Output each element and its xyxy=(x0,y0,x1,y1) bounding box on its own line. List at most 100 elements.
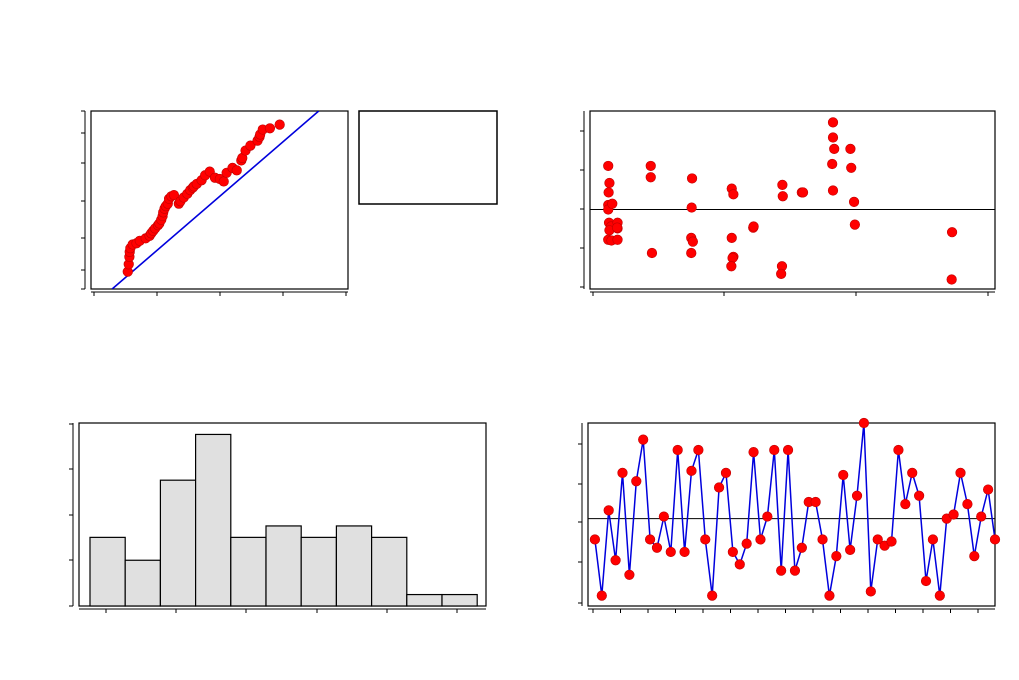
data-point xyxy=(782,444,794,456)
data-point xyxy=(679,546,690,558)
data-point xyxy=(777,179,788,190)
data-point xyxy=(858,417,870,429)
data-point xyxy=(748,447,759,458)
data-point xyxy=(900,499,911,510)
data-point xyxy=(612,234,623,245)
data-point xyxy=(848,196,860,207)
data-point xyxy=(955,467,966,479)
data-point xyxy=(983,484,994,495)
histogram-bar xyxy=(124,559,161,607)
data-point xyxy=(827,158,838,170)
data-point xyxy=(603,187,614,198)
legend-box xyxy=(358,110,498,205)
data-point xyxy=(603,160,614,172)
data-point xyxy=(713,482,725,493)
data-point xyxy=(872,534,883,545)
data-point xyxy=(603,505,614,516)
data-point xyxy=(646,247,658,259)
data-point xyxy=(907,467,918,479)
data-point xyxy=(607,198,618,209)
data-point xyxy=(845,544,856,555)
data-point xyxy=(789,565,801,576)
data-point xyxy=(726,261,737,272)
histogram-bar xyxy=(441,593,478,607)
data-point xyxy=(920,575,932,587)
data-point xyxy=(831,550,842,562)
data-point xyxy=(727,546,738,558)
data-point xyxy=(596,590,607,601)
data-point xyxy=(168,189,180,201)
data-point xyxy=(645,172,656,183)
data-point xyxy=(762,511,773,522)
data-point xyxy=(707,590,718,601)
data-point xyxy=(796,542,807,553)
data-point xyxy=(741,538,752,549)
histogram-bar xyxy=(265,525,302,607)
data-point xyxy=(728,189,739,200)
data-point xyxy=(726,232,737,243)
data-point xyxy=(962,499,973,510)
data-point xyxy=(264,123,276,134)
plot-frame xyxy=(589,110,996,290)
data-point xyxy=(755,534,766,545)
data-point xyxy=(651,542,663,553)
histogram-panel xyxy=(69,422,487,613)
data-point xyxy=(665,546,676,558)
data-point xyxy=(612,222,623,233)
data-point xyxy=(927,534,939,545)
data-point xyxy=(845,143,856,154)
histogram-bar xyxy=(371,536,408,607)
data-point xyxy=(817,534,828,545)
histogram-bar xyxy=(406,593,443,607)
data-point xyxy=(672,444,683,456)
histogram-bar xyxy=(195,433,232,607)
data-point xyxy=(797,187,809,198)
data-point xyxy=(658,511,669,522)
data-point xyxy=(934,590,945,601)
data-point xyxy=(976,511,987,522)
data-point xyxy=(631,476,642,487)
data-point xyxy=(727,252,738,264)
data-point xyxy=(274,119,285,130)
fit-line xyxy=(111,111,320,289)
data-point xyxy=(720,467,732,479)
data-point xyxy=(824,590,835,601)
data-point xyxy=(638,434,649,445)
data-point xyxy=(849,219,860,230)
data-point xyxy=(624,569,635,580)
data-point xyxy=(838,469,849,481)
data-point xyxy=(748,221,759,232)
data-point xyxy=(245,140,256,151)
data-point xyxy=(810,496,821,508)
data-point xyxy=(827,185,839,196)
data-point xyxy=(686,202,697,213)
data-point xyxy=(829,143,840,154)
data-point xyxy=(776,268,787,279)
data-point xyxy=(776,565,787,576)
normal-probability-plot-panel xyxy=(81,110,349,296)
data-point xyxy=(827,132,839,143)
data-point xyxy=(914,490,925,501)
data-point xyxy=(610,555,621,566)
plot-frame xyxy=(587,422,996,607)
plot-frame xyxy=(90,110,349,290)
histogram-bar xyxy=(335,525,373,607)
data-point xyxy=(693,444,704,456)
histogram-bar xyxy=(230,536,267,607)
data-point xyxy=(893,444,904,456)
data-point xyxy=(865,586,876,597)
data-point xyxy=(686,247,697,259)
histogram-bar xyxy=(300,536,338,607)
data-point xyxy=(687,236,698,247)
residuals-vs-order-panel xyxy=(578,417,1001,613)
data-point xyxy=(686,465,697,476)
histogram-bar xyxy=(89,536,126,607)
data-point xyxy=(946,227,958,238)
data-point xyxy=(231,165,242,176)
data-point xyxy=(851,490,863,501)
data-point xyxy=(218,176,229,187)
data-point xyxy=(989,534,1001,545)
data-point xyxy=(769,444,780,456)
data-point xyxy=(886,536,897,547)
